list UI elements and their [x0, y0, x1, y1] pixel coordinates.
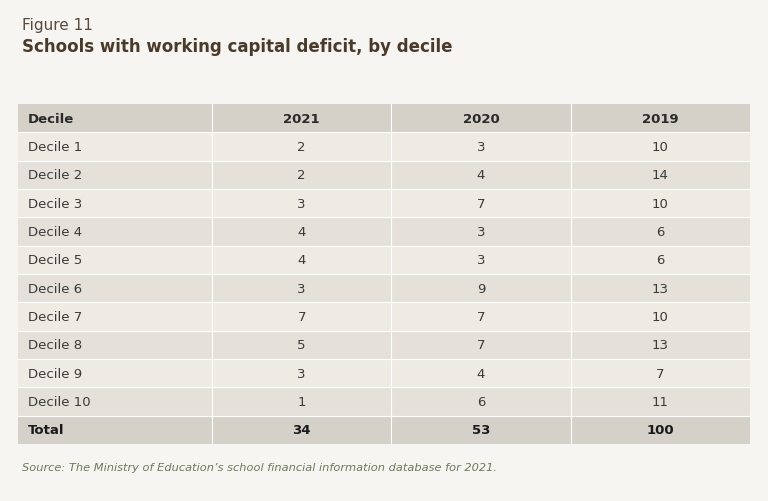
- Bar: [18, 275, 750, 303]
- Bar: [18, 133, 750, 161]
- Text: 14: 14: [652, 169, 669, 182]
- Text: 5: 5: [297, 339, 306, 352]
- Text: 3: 3: [477, 141, 485, 154]
- Text: Decile 10: Decile 10: [28, 395, 91, 408]
- Text: 10: 10: [652, 141, 669, 154]
- Text: Decile: Decile: [28, 112, 74, 125]
- Text: 4: 4: [477, 367, 485, 380]
- Bar: [18, 416, 750, 444]
- Text: 7: 7: [477, 339, 485, 352]
- Text: 1: 1: [297, 395, 306, 408]
- Text: 7: 7: [297, 311, 306, 323]
- Text: 3: 3: [297, 282, 306, 295]
- Text: 2019: 2019: [642, 112, 679, 125]
- Text: 13: 13: [652, 339, 669, 352]
- Text: Decile 7: Decile 7: [28, 311, 82, 323]
- Text: 4: 4: [297, 225, 306, 238]
- Text: 2: 2: [297, 141, 306, 154]
- Bar: [18, 218, 750, 246]
- Text: 7: 7: [656, 367, 664, 380]
- Text: Source: The Ministry of Education’s school financial information database for 20: Source: The Ministry of Education’s scho…: [22, 462, 497, 472]
- Bar: [18, 105, 750, 133]
- Text: 9: 9: [477, 282, 485, 295]
- Text: 7: 7: [477, 197, 485, 210]
- Text: 2020: 2020: [462, 112, 499, 125]
- Bar: [18, 303, 750, 331]
- Text: Decile 8: Decile 8: [28, 339, 82, 352]
- Text: 2021: 2021: [283, 112, 320, 125]
- Text: 3: 3: [297, 367, 306, 380]
- Text: 53: 53: [472, 423, 490, 436]
- Text: Decile 3: Decile 3: [28, 197, 82, 210]
- Text: 4: 4: [297, 254, 306, 267]
- Text: Schools with working capital deficit, by decile: Schools with working capital deficit, by…: [22, 38, 452, 56]
- Text: 7: 7: [477, 311, 485, 323]
- Bar: [18, 331, 750, 359]
- Text: Decile 1: Decile 1: [28, 141, 82, 154]
- Text: Decile 2: Decile 2: [28, 169, 82, 182]
- Text: 34: 34: [293, 423, 311, 436]
- Text: Decile 5: Decile 5: [28, 254, 82, 267]
- Text: 10: 10: [652, 311, 669, 323]
- Bar: [18, 359, 750, 388]
- Text: Total: Total: [28, 423, 65, 436]
- Text: 10: 10: [652, 197, 669, 210]
- Bar: [18, 246, 750, 275]
- Text: 3: 3: [477, 225, 485, 238]
- Text: 13: 13: [652, 282, 669, 295]
- Text: 100: 100: [647, 423, 674, 436]
- Text: 2: 2: [297, 169, 306, 182]
- Bar: [18, 161, 750, 189]
- Bar: [18, 189, 750, 218]
- Text: Figure 11: Figure 11: [22, 18, 93, 33]
- Text: 3: 3: [297, 197, 306, 210]
- Text: 6: 6: [656, 254, 664, 267]
- Text: 6: 6: [477, 395, 485, 408]
- Text: Decile 6: Decile 6: [28, 282, 82, 295]
- Text: 6: 6: [656, 225, 664, 238]
- Text: 11: 11: [652, 395, 669, 408]
- Text: 3: 3: [477, 254, 485, 267]
- Bar: [18, 388, 750, 416]
- Text: Decile 4: Decile 4: [28, 225, 82, 238]
- Text: 4: 4: [477, 169, 485, 182]
- Text: Decile 9: Decile 9: [28, 367, 82, 380]
